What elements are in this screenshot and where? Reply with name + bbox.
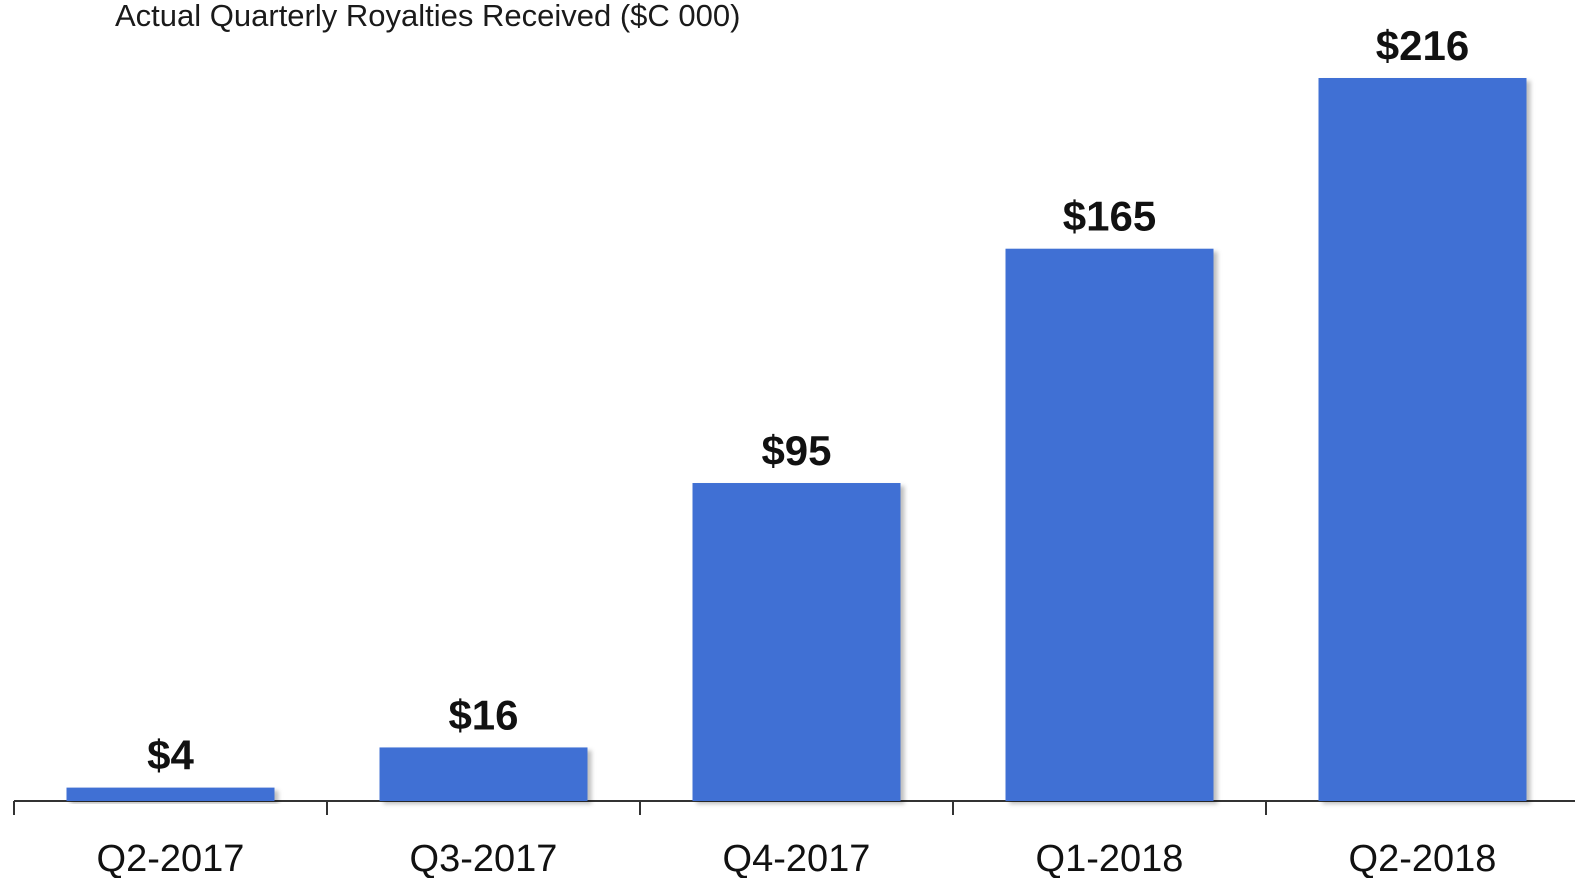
bar [1005, 248, 1214, 802]
data-label: $165 [1063, 193, 1156, 240]
data-label: $95 [761, 427, 831, 474]
x-tick-label: Q2-2018 [1349, 838, 1497, 878]
x-tick-label: Q4-2017 [723, 838, 871, 878]
bar [66, 787, 275, 801]
x-tick-label: Q3-2017 [410, 838, 558, 878]
data-label: $216 [1376, 22, 1469, 69]
bar [379, 747, 588, 801]
x-tick-label: Q1-2018 [1036, 838, 1184, 878]
data-label: $4 [147, 732, 194, 779]
x-tick-label: Q2-2017 [97, 838, 245, 878]
bar [692, 483, 901, 801]
bar [1318, 78, 1527, 801]
chart-title: Actual Quarterly Royalties Received ($C … [115, 0, 740, 33]
data-label: $16 [448, 691, 518, 738]
